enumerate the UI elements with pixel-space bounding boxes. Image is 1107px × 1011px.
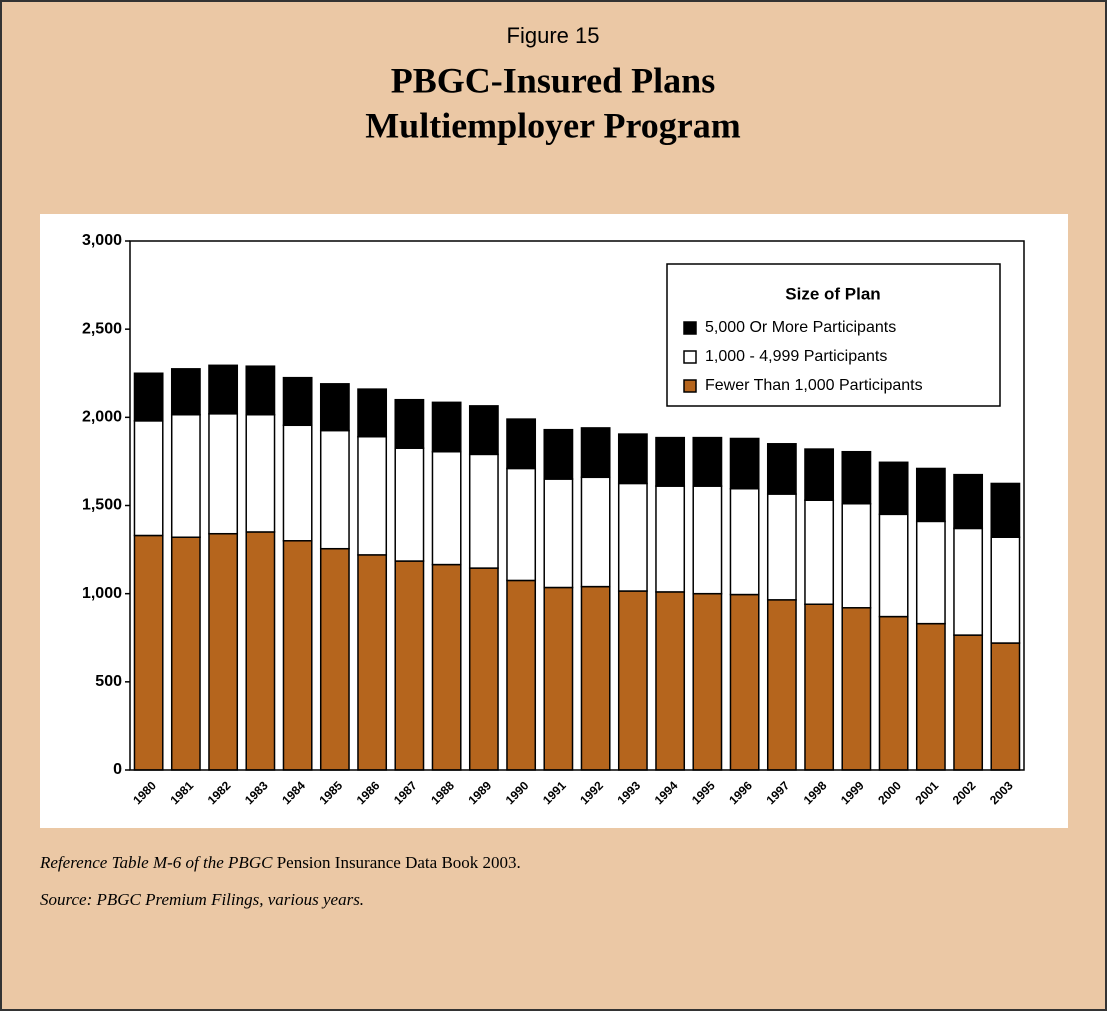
- bar-segment: [468, 405, 499, 456]
- plot-frame: [129, 240, 1025, 771]
- bar-segment: [990, 642, 1021, 771]
- bar-segment: [878, 615, 909, 771]
- bar-segment: [655, 436, 686, 487]
- bar-segment: [282, 424, 313, 542]
- bar-segment: [543, 478, 574, 589]
- bar-segment: [915, 467, 946, 523]
- bar-segment: [878, 461, 909, 516]
- bar-segment: [170, 368, 201, 416]
- bar-segment: [394, 398, 425, 449]
- bar-segment: [729, 487, 760, 596]
- bar-segment: [319, 383, 350, 432]
- legend-label: 1,000 - 4,999 Participants: [705, 348, 887, 365]
- bar-segment: [468, 453, 499, 569]
- bar-segment: [506, 579, 537, 771]
- bar-segment: [841, 502, 872, 609]
- bar-segment: [617, 482, 648, 592]
- bar-segment: [208, 413, 239, 535]
- bar-segment: [133, 372, 164, 422]
- bar-segment: [953, 634, 984, 771]
- bar-segment: [580, 585, 611, 771]
- footnote-part: Pension Insurance Data Book 2003.: [277, 853, 521, 872]
- bar-segment: [394, 447, 425, 562]
- bar-segment: [617, 433, 648, 485]
- bar-segment: [319, 429, 350, 550]
- bar-segment: [841, 607, 872, 771]
- footnote: Reference Table M-6 of the PBGC Pension …: [39, 853, 521, 872]
- bar-segment: [468, 567, 499, 771]
- bar-segment: [282, 540, 313, 771]
- bar-segment: [170, 536, 201, 771]
- bar-segment: [506, 418, 537, 470]
- bar-segment: [804, 499, 835, 605]
- y-tick-label: 1,500: [82, 497, 122, 514]
- bar-segment: [655, 591, 686, 771]
- bar-segment: [766, 443, 797, 495]
- bar-segment: [729, 437, 760, 490]
- bar-segment: [282, 376, 313, 427]
- y-tick-label: 500: [95, 673, 122, 690]
- bar-segment: [431, 401, 462, 453]
- legend-title: Size of Plan: [785, 284, 880, 303]
- bar-segment: [580, 476, 611, 588]
- bar-segment: [915, 520, 946, 625]
- bar-segment: [692, 436, 723, 487]
- chart-title: PBGC-Insured Plans: [391, 60, 715, 100]
- bar-segment: [766, 599, 797, 771]
- legend-swatch: [683, 350, 697, 364]
- bar-segment: [431, 563, 462, 771]
- bar-segment: [692, 485, 723, 595]
- y-tick-label: 2,000: [82, 409, 122, 426]
- bar-segment: [990, 536, 1021, 644]
- bar-segment: [990, 482, 1021, 538]
- bar-segment: [208, 364, 239, 415]
- bar-segment: [915, 622, 946, 771]
- bar-segment: [878, 513, 909, 618]
- legend-swatch: [683, 321, 697, 335]
- source: Source: PBGC Premium Filings, various ye…: [40, 890, 364, 909]
- bar-segment: [729, 593, 760, 771]
- bar-segment: [543, 586, 574, 771]
- bar-segment: [133, 420, 164, 537]
- figure-label: Figure 15: [507, 23, 600, 48]
- bar-segment: [580, 427, 611, 479]
- bar-segment: [245, 365, 276, 416]
- bar-segment: [617, 590, 648, 771]
- bar-segment: [394, 560, 425, 771]
- bar-segment: [953, 473, 984, 530]
- bar-segment: [841, 450, 872, 505]
- bar-segment: [357, 435, 388, 556]
- bar-segment: [655, 485, 686, 593]
- legend-box: [666, 263, 1001, 407]
- bar-segment: [766, 493, 797, 601]
- bar-segment: [543, 428, 574, 480]
- bar-segment: [357, 554, 388, 771]
- legend-swatch: [683, 379, 697, 393]
- footnote-part: Reference Table M-6 of the PBGC: [39, 853, 273, 872]
- bar-segment: [170, 413, 201, 538]
- bar-segment: [953, 527, 984, 636]
- bar-segment: [431, 450, 462, 566]
- legend-label: Fewer Than 1,000 Participants: [705, 377, 923, 394]
- bar-segment: [245, 531, 276, 771]
- bar-segment: [208, 532, 239, 771]
- bar-segment: [245, 413, 276, 533]
- y-tick-label: 1,000: [82, 585, 122, 602]
- bar-segment: [804, 448, 835, 501]
- bar-segment: [357, 388, 388, 438]
- legend-label: 5,000 Or More Participants: [705, 319, 896, 336]
- y-tick-label: 2,500: [82, 320, 122, 337]
- y-tick-label: 3,000: [82, 232, 122, 249]
- bar-segment: [133, 534, 164, 771]
- y-tick-label: 0: [113, 761, 122, 778]
- bar-segment: [692, 592, 723, 771]
- bar-segment: [804, 603, 835, 771]
- bar-segment: [506, 467, 537, 582]
- chart-title: Multiemployer Program: [365, 105, 741, 145]
- bar-segment: [319, 547, 350, 771]
